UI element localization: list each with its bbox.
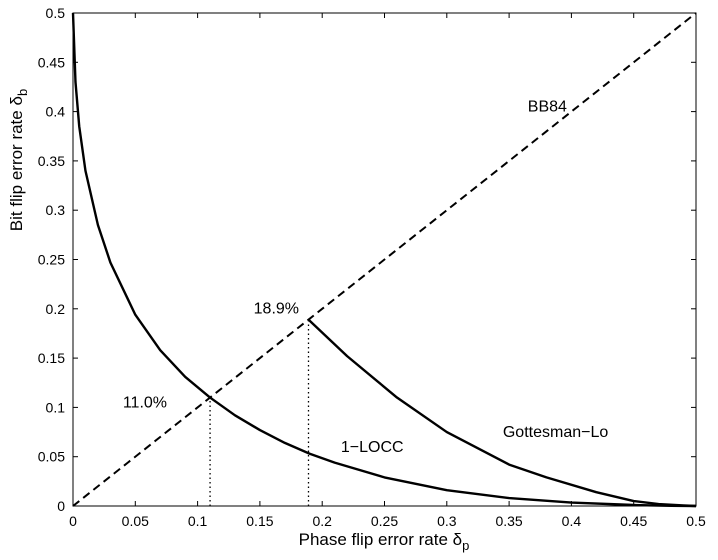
ticks-layer: 0 0.05 0.1 0.15 0.2 0.25 0.3 0.35 0.4 0.45 0.5 0 0.0… — [38, 5, 706, 529]
x-tick-label: 0.15 — [246, 513, 273, 529]
x-axis-label-text: Phase flip error rate — [299, 530, 448, 549]
x-axis-label: Phase flip error rate δp — [299, 530, 470, 553]
x-tick-label: 0.3 — [437, 513, 457, 529]
y-tick-label: 0.3 — [46, 202, 66, 218]
x-tick-label: 0.35 — [495, 513, 522, 529]
annotation-bb84: BB84 — [528, 99, 567, 116]
annotation-1-locc: 1−LOCC — [341, 439, 404, 456]
series-line-bb84 — [72, 12, 697, 507]
y-tick-label: 0 — [57, 498, 65, 514]
x-tick-label: 0 — [69, 513, 77, 529]
annotation-layer: BB84 18.9% 11.0% 1−LOCC Gottesman−Lo — [123, 99, 609, 456]
x-tick-label: 0.1 — [188, 513, 208, 529]
series-line-1-locc — [71, 12, 697, 508]
annotation-gottesman-lo: Gottesman−Lo — [503, 424, 609, 441]
y-tick-label: 0.1 — [46, 399, 66, 415]
y-tick-label: 0.15 — [38, 350, 65, 366]
y-tick-label: 0.45 — [38, 54, 65, 70]
y-tick-label: 0.35 — [38, 153, 65, 169]
y-tick-label: 0.2 — [46, 301, 66, 317]
x-tick-label: 0.4 — [562, 513, 582, 529]
series-line-gottesman-lo — [307, 318, 697, 508]
y-axis-label-symbol: δ — [7, 96, 26, 105]
x-tick-label: 0.05 — [122, 513, 149, 529]
y-axis-label: Bit flip error rate δb — [7, 89, 30, 231]
x-tick-label: 0.5 — [686, 513, 706, 529]
x-axis-label-symbol: δ — [453, 530, 462, 549]
y-tick-label: 0.5 — [46, 5, 66, 21]
annotation-11-0: 11.0% — [123, 394, 167, 411]
annotation-18-9: 18.9% — [254, 301, 299, 318]
y-axis-label-text: Bit flip error rate — [7, 110, 26, 231]
series-layer — [71, 12, 697, 508]
x-tick-label: 0.45 — [620, 513, 647, 529]
x-axis-label-sub: p — [462, 538, 469, 553]
x-tick-label: 0.2 — [312, 513, 332, 529]
y-tick-label: 0.4 — [46, 104, 66, 120]
y-tick-label: 0.05 — [38, 449, 65, 465]
y-axis-label-sub: b — [15, 89, 30, 96]
x-tick-label: 0.25 — [371, 513, 398, 529]
y-tick-label: 0.25 — [38, 252, 65, 268]
